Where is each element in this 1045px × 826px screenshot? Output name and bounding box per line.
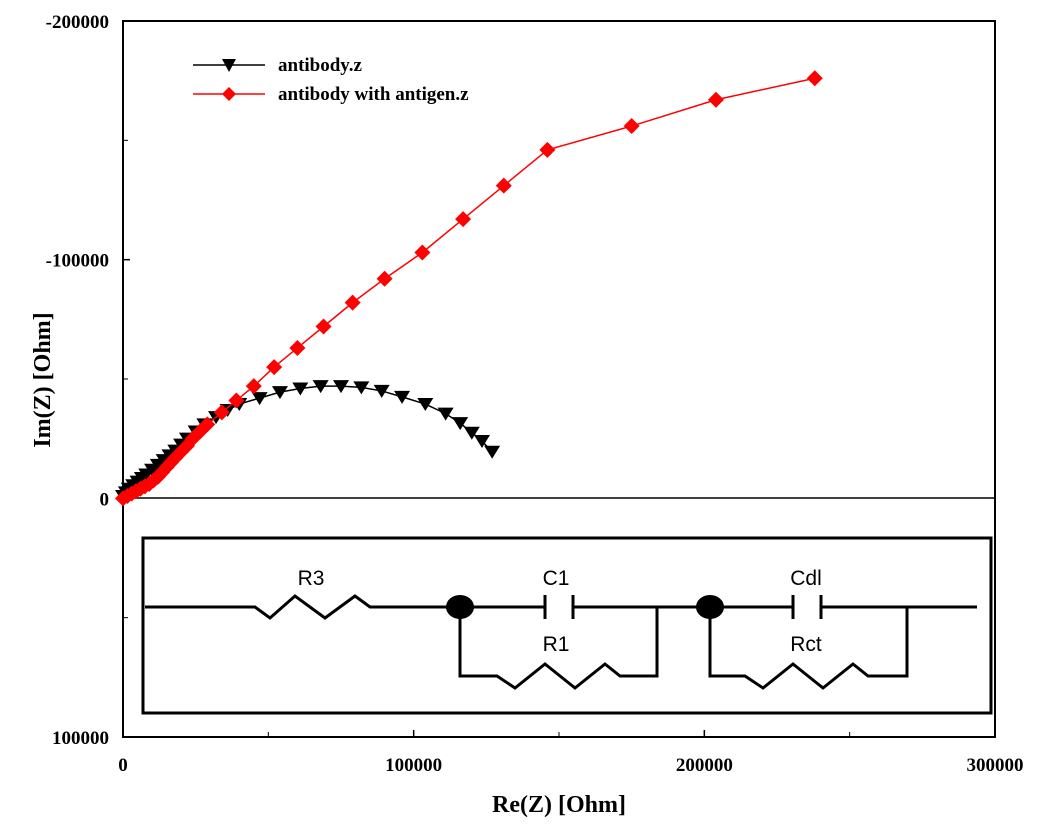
data-point — [333, 380, 349, 394]
data-point — [455, 211, 472, 228]
data-point — [266, 359, 283, 376]
resistor-rct-branch — [708, 607, 909, 690]
x-tick-label: 0 — [118, 755, 128, 776]
data-point — [806, 70, 823, 87]
legend: antibody.z antibody with antigen.z — [193, 55, 469, 105]
legend-label-antibody-with-antigen: antibody with antigen.z — [278, 84, 469, 105]
y-tick-label: 0 — [100, 489, 110, 510]
data-point — [539, 141, 556, 158]
data-point — [452, 417, 469, 431]
legend-marker-antibody — [222, 59, 236, 72]
series-line — [122, 77, 815, 499]
data-point — [373, 384, 390, 398]
data-point — [623, 118, 640, 135]
circuit-node-1 — [446, 595, 474, 619]
data-point — [251, 392, 268, 406]
circuit-frame — [141, 536, 993, 715]
y-tick-label: -100000 — [46, 251, 109, 272]
data-point — [473, 435, 490, 449]
resistor-r1-branch — [458, 607, 659, 690]
equivalent-circuit-inset: R3 C1 R1 Cdl Rct — [141, 536, 993, 715]
data-point — [417, 398, 434, 412]
data-point — [289, 339, 306, 356]
y-tick-label: 100000 — [52, 728, 109, 749]
data-point — [463, 426, 480, 440]
label-c1: C1 — [543, 567, 570, 590]
legend-entry-antibody: antibody.z — [193, 55, 363, 76]
x-axis-title: Re(Z) [Ohm] — [492, 792, 626, 818]
x-tick-label: 100000 — [385, 755, 442, 776]
data-point — [353, 381, 370, 395]
x-axis-ticks: 0 100000 200000 300000 — [118, 730, 1024, 776]
data-point — [484, 445, 501, 459]
capacitor-cdl-symbol — [710, 595, 977, 619]
label-cdl: Cdl — [790, 567, 822, 590]
label-r1: R1 — [543, 633, 570, 656]
data-point — [199, 416, 216, 433]
capacitor-c1-symbol — [460, 595, 710, 619]
resistor-r3-symbol — [145, 594, 460, 620]
circuit-node-2 — [696, 595, 724, 619]
series-antibody-with-antigen — [115, 70, 823, 507]
y-tick-label: -200000 — [46, 12, 109, 33]
data-point — [344, 294, 361, 311]
x-tick-label: 200000 — [676, 755, 733, 776]
data-point — [414, 244, 431, 261]
series-layer — [115, 70, 823, 507]
data-point — [495, 177, 512, 194]
y-axis-ticks: -200000 -100000 0 100000 — [46, 12, 130, 749]
label-rct: Rct — [790, 633, 822, 656]
data-point — [245, 378, 262, 395]
data-point — [292, 382, 309, 396]
data-point — [437, 407, 454, 421]
series-antibody — [115, 380, 501, 503]
legend-label-antibody: antibody.z — [278, 55, 363, 76]
legend-entry-antibody-with-antigen: antibody with antigen.z — [193, 84, 469, 105]
data-point — [376, 270, 393, 287]
data-point — [394, 390, 411, 404]
legend-marker-antibody-with-antigen — [222, 87, 236, 101]
data-point — [312, 380, 329, 394]
label-r3: R3 — [298, 567, 325, 590]
x-tick-label: 300000 — [967, 755, 1024, 776]
data-point — [228, 392, 245, 409]
data-point — [315, 318, 332, 335]
data-point — [271, 386, 288, 400]
data-point — [707, 91, 724, 108]
y-axis-title: Im(Z) [Ohm] — [30, 312, 56, 447]
data-point — [213, 404, 230, 421]
